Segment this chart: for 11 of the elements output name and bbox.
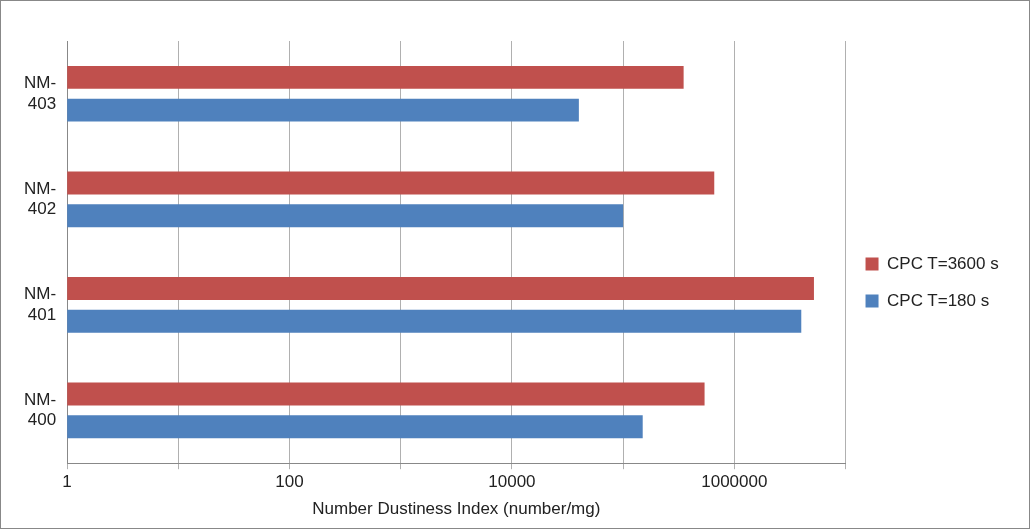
x-tick-label: 10000 [488,472,536,492]
y-tick-label: NM-401 [23,284,57,324]
legend-label: CPC T=3600 s [887,253,999,273]
y-tick-label: NM-400 [23,389,57,430]
legend-label: CPC T=180 s [887,290,990,310]
x-axis-title: Number Dustiness Index (number/mg) [312,499,601,519]
y-tick-label: NM-403 [23,73,57,113]
x-tick-label: 1000000 [701,472,768,492]
x-tick-label: 100 [275,472,304,492]
x-tick-label: 1 [62,472,72,492]
y-tick-label: NM-402 [23,178,57,219]
